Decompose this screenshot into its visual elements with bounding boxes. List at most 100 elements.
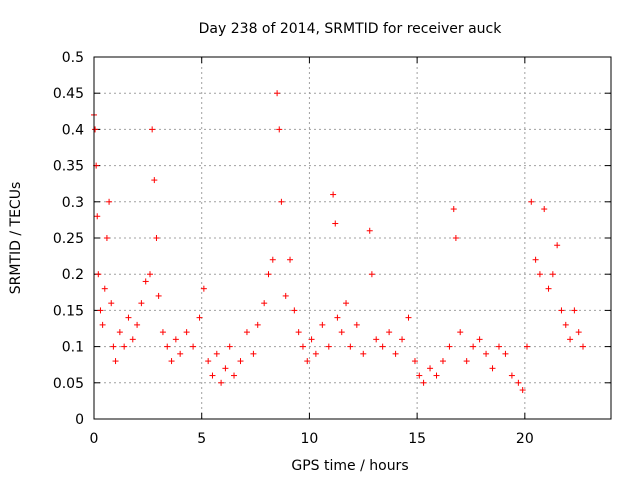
data-point	[274, 90, 281, 97]
data-point	[416, 372, 423, 379]
data-point	[106, 198, 113, 205]
data-point	[243, 329, 250, 336]
data-point	[450, 206, 457, 213]
data-point	[433, 372, 440, 379]
data-point	[287, 256, 294, 263]
data-point	[149, 126, 156, 133]
y-tick-label: 0.1	[62, 340, 84, 356]
data-point	[392, 350, 399, 357]
grid-lines	[94, 57, 611, 419]
data-point	[200, 285, 207, 292]
data-point	[386, 329, 393, 336]
data-point	[575, 329, 582, 336]
data-point	[536, 271, 543, 278]
data-point	[213, 350, 220, 357]
data-point	[116, 329, 123, 336]
x-tick-label: 5	[197, 431, 206, 447]
data-point	[463, 358, 470, 365]
data-point	[549, 271, 556, 278]
y-tick-label: 0.3	[62, 195, 84, 211]
y-tick-label: 0.15	[53, 303, 84, 319]
data-point	[347, 343, 354, 350]
chart-title: Day 238 of 2014, SRMTID for receiver auc…	[199, 21, 503, 37]
y-tick-label: 0.35	[53, 159, 84, 175]
data-point	[338, 329, 345, 336]
data-point	[168, 358, 175, 365]
y-tick-label: 0.25	[53, 231, 84, 247]
data-point	[332, 220, 339, 227]
data-point	[125, 314, 132, 321]
data-point	[261, 300, 268, 307]
data-point	[353, 321, 360, 328]
y-tick-label: 0.45	[53, 86, 84, 102]
data-point	[164, 343, 171, 350]
data-point	[190, 343, 197, 350]
data-point	[515, 379, 522, 386]
data-point	[142, 278, 149, 285]
data-point	[420, 379, 427, 386]
x-tick-label: 15	[408, 431, 426, 447]
data-point	[541, 206, 548, 213]
data-point	[237, 358, 244, 365]
data-point	[205, 358, 212, 365]
data-point	[121, 343, 128, 350]
data-point	[95, 271, 102, 278]
data-point	[545, 285, 552, 292]
data-point	[147, 271, 154, 278]
data-point	[129, 336, 136, 343]
data-point	[508, 372, 515, 379]
data-point	[159, 329, 166, 336]
x-tick-label: 0	[90, 431, 99, 447]
data-point	[334, 314, 341, 321]
data-point	[151, 177, 158, 184]
data-point	[476, 336, 483, 343]
y-tick-label: 0.2	[62, 267, 84, 283]
data-point	[155, 292, 162, 299]
data-point	[373, 336, 380, 343]
data-point	[276, 126, 283, 133]
data-point	[172, 336, 179, 343]
data-point	[304, 358, 311, 365]
y-tick-label: 0.5	[62, 50, 84, 66]
data-point	[528, 198, 535, 205]
data-point	[489, 365, 496, 372]
data-point	[319, 321, 326, 328]
x-tick-label: 20	[516, 431, 534, 447]
data-point	[519, 387, 526, 394]
data-point	[183, 329, 190, 336]
data-point	[457, 329, 464, 336]
data-point	[138, 300, 145, 307]
data-point	[532, 256, 539, 263]
data-point	[231, 372, 238, 379]
data-point	[97, 307, 104, 314]
data-point	[343, 300, 350, 307]
y-tick-label: 0	[75, 412, 84, 428]
data-point	[483, 350, 490, 357]
data-point	[226, 343, 233, 350]
data-point	[108, 300, 115, 307]
data-point	[427, 365, 434, 372]
data-point	[411, 358, 418, 365]
data-point	[360, 350, 367, 357]
data-point	[446, 343, 453, 350]
data-point	[379, 343, 386, 350]
x-tick-label: 10	[301, 431, 319, 447]
data-point	[330, 191, 337, 198]
data-point	[103, 235, 110, 241]
data-point	[399, 336, 406, 343]
y-axis-label: SRMTID / TECUs	[8, 182, 24, 295]
data-point	[366, 227, 373, 234]
data-points	[91, 90, 586, 394]
data-point	[523, 343, 530, 350]
data-point	[92, 126, 99, 133]
data-point	[562, 321, 569, 328]
axis-ticks: 0 0.05 0.1 0.15 0.2 0.25 0.3 0.35 0.4 0.45 0.5 0 5 10…	[53, 50, 611, 447]
data-point	[495, 343, 502, 350]
x-axis-label: GPS time / hours	[291, 458, 408, 474]
data-point	[278, 198, 285, 205]
data-point	[112, 358, 119, 365]
data-point	[405, 314, 412, 321]
data-point	[567, 336, 574, 343]
data-point	[196, 314, 203, 321]
